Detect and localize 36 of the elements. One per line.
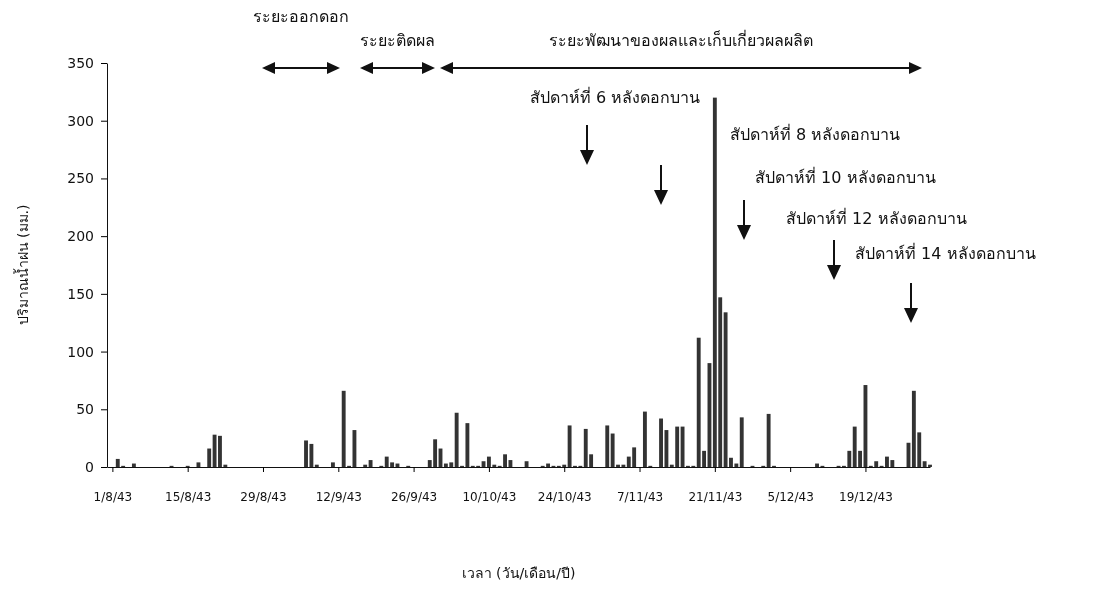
annotation: สัปดาห์ที่ 12 หลังดอกบาน <box>786 207 967 228</box>
x-tick-label: 26/9/43 <box>390 490 438 505</box>
y-tick-label: 0 <box>85 458 94 475</box>
x-tick-label: 19/12/43 <box>839 490 893 505</box>
bar <box>605 425 610 467</box>
text: ระยะออกดอก <box>253 7 349 26</box>
x-axis-title: เวลา (วัน/เดือน/ปี) <box>461 565 576 581</box>
bar <box>131 463 136 467</box>
bar <box>524 461 529 467</box>
y-tick-label: 300 <box>67 112 94 129</box>
text: ระยะติดผล <box>359 31 435 50</box>
y-tick-label: 200 <box>67 228 94 245</box>
annotation: สัปดาห์ที่ 8 หลังดอกบาน <box>730 123 901 144</box>
y-tick-label: 50 <box>76 401 94 418</box>
x-tick-label: 12/9/43 <box>315 490 362 505</box>
y-tick-label: 100 <box>67 343 94 360</box>
bar <box>739 417 744 467</box>
x-tick-label: 1/8/43 <box>93 490 133 505</box>
text: ระยะพัฒนาของผลและเก็บเกี่ยวผลผลิต <box>549 29 813 50</box>
x-tick-label: 7/11/43 <box>616 490 664 505</box>
x-tick-label: 10/10/43 <box>462 490 517 505</box>
annotation: สัปดาห์ที่ 10 หลังดอกบาน <box>755 166 936 187</box>
y-axis-title: ปริมาณน้ำฝน (มม.) <box>13 204 31 326</box>
x-tick-label: 29/8/43 <box>240 490 287 505</box>
annotation: สัปดาห์ที่ 6 หลังดอกบาน <box>530 86 701 107</box>
x-tick-label: 15/8/43 <box>165 490 212 505</box>
y-tick-label: 150 <box>67 285 94 302</box>
annotation: สัปดาห์ที่ 14 หลังดอกบาน <box>855 242 1036 263</box>
bar <box>207 448 212 467</box>
x-tick-label: 24/10/43 <box>537 490 592 505</box>
x-tick-label: 5/12/43 <box>767 490 814 505</box>
y-tick-label: 250 <box>67 170 94 187</box>
y-tick-label: 350 <box>67 54 94 71</box>
bar <box>330 462 335 467</box>
x-tick-label: 21/11/43 <box>688 490 743 505</box>
bar <box>368 460 373 467</box>
